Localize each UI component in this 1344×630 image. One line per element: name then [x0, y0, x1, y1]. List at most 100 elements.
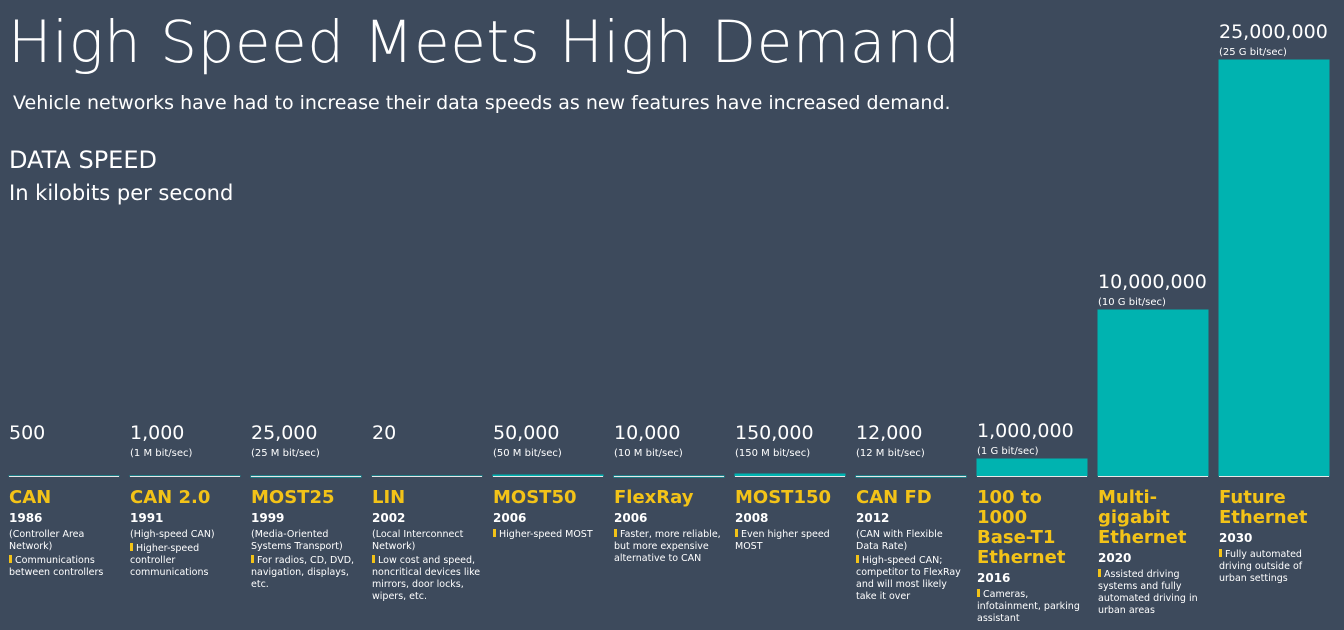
year: 2012 — [856, 511, 890, 525]
speed-note: (10 G bit/sec) — [1098, 296, 1166, 308]
text-block: Multi-gigabit Ethernet 2020 Assisted drivi… — [1098, 488, 1208, 617]
column: 500 CAN 1986 (Controller Area Network) Commu… — [9, 0, 119, 630]
description: Higher-speed MOST — [493, 529, 603, 541]
year: 2006 — [614, 511, 648, 525]
bullet — [251, 555, 254, 563]
baseline — [493, 476, 603, 477]
note: (Media-Oriented Systems Transport) — [251, 529, 343, 552]
description-text: Low cost and speed, noncritical devices … — [372, 555, 481, 602]
year: 2006 — [493, 511, 527, 525]
column: 12,000 (12 M bit/sec) CAN FD 2012 (CAN with … — [856, 0, 966, 630]
baseline — [856, 476, 966, 477]
axis-title: DATA SPEED — [9, 146, 157, 174]
description: Fully automated driving outside of urban… — [1219, 549, 1329, 585]
category-name: MOST50 — [493, 487, 577, 508]
description-text: Assisted driving systems and fully autom… — [1098, 569, 1198, 616]
speed-note: (12 M bit/sec) — [856, 448, 925, 459]
value-label: 1,000 — [130, 422, 185, 444]
column: 25,000 (25 M bit/sec) MOST25 1999 (Media-Ori… — [251, 0, 361, 630]
text-block: MOST50 2006 Higher-speed MOST — [493, 488, 603, 541]
speed-note: (150 M bit/sec) — [735, 448, 811, 459]
description-text: Even higher speed MOST — [735, 529, 830, 552]
text-block: MOST25 1999 (Media-Oriented Systems Transp… — [251, 488, 361, 591]
category-name: Multi-gigabit Ethernet — [1098, 487, 1187, 548]
category-name: CAN — [9, 487, 52, 508]
speed-note: (1 G bit/sec) — [977, 446, 1039, 458]
description-text: Communications between controllers — [9, 555, 104, 578]
baseline — [251, 476, 361, 477]
column: 1,000,000 (1 G bit/sec) 100 to 1000 Base-T… — [977, 0, 1087, 630]
column: 10,000,000 (10 G bit/sec) Multi-gigabit Et… — [1098, 0, 1208, 630]
description: Faster, more reliable, but more expensiv… — [614, 529, 724, 565]
description: Higher-speed controller communications — [130, 543, 240, 579]
chart-title: High Speed Meets High Demand — [8, 8, 961, 76]
bar — [735, 473, 845, 476]
baseline — [1098, 476, 1208, 477]
text-block: 100 to 1000 Base-T1 Ethernet 2016 Cameras,… — [977, 488, 1087, 625]
text-block: CAN 1986 (Controller Area Network) Communic… — [9, 488, 119, 579]
bullet — [614, 529, 617, 537]
bullet — [1098, 569, 1101, 577]
note: (High-speed CAN) — [130, 529, 215, 540]
description: For radios, CD, DVD, navigation, display… — [251, 555, 361, 591]
year: 1986 — [9, 511, 43, 525]
description-text: Cameras, infotainment, parking assistant — [977, 589, 1080, 624]
bullet — [130, 543, 133, 551]
speed-note: (25 M bit/sec) — [251, 448, 320, 459]
baseline — [614, 476, 724, 477]
text-block: CAN 2.0 1991 (High-speed CAN) Higher-speed … — [130, 488, 240, 579]
category-name: CAN 2.0 — [130, 487, 211, 508]
value-label: 1,000,000 — [977, 420, 1074, 443]
value-label: 20 — [372, 422, 397, 444]
description: Even higher speed MOST — [735, 529, 845, 553]
category-name: MOST150 — [735, 487, 832, 508]
year: 2030 — [1219, 531, 1253, 545]
baseline — [9, 476, 119, 477]
bullet — [735, 529, 738, 537]
text-block: LIN 2002 (Local Interconnect Network) Low c… — [372, 488, 482, 603]
description-text: High-speed CAN; competitor to FlexRay an… — [856, 555, 961, 602]
category-name: FlexRay — [614, 487, 694, 508]
text-block: Future Ethernet 2030 Fully automated drivi… — [1219, 488, 1329, 585]
bar — [1219, 60, 1329, 476]
value-label: 25,000 — [251, 422, 318, 444]
text-block: CAN FD 2012 (CAN with Flexible Data Rate) H… — [856, 488, 966, 603]
description: Low cost and speed, noncritical devices … — [372, 555, 482, 603]
description: Cameras, infotainment, parking assistant — [977, 589, 1087, 625]
category-name: MOST25 — [251, 487, 335, 508]
value-label: 50,000 — [493, 422, 560, 444]
value-label: 150,000 — [735, 422, 814, 444]
bullet — [1219, 549, 1222, 557]
column: 10,000 (10 M bit/sec) FlexRay 2006 Faster, m… — [614, 0, 724, 630]
column: 150,000 (150 M bit/sec) MOST150 2008 Even hi… — [735, 0, 845, 630]
year: 2008 — [735, 511, 769, 525]
speed-note: (10 M bit/sec) — [614, 448, 683, 459]
value-label: 12,000 — [856, 422, 923, 444]
bullet — [372, 555, 375, 563]
note: (Controller Area Network) — [9, 529, 85, 552]
baseline — [1219, 476, 1329, 477]
column: 25,000,000 (25 G bit/sec) Future Ethernet 2… — [1219, 0, 1329, 630]
speed-note: (50 M bit/sec) — [493, 448, 562, 459]
year: 2002 — [372, 511, 406, 525]
category-name: 100 to 1000 Base-T1 Ethernet — [977, 487, 1066, 568]
baseline — [372, 476, 482, 477]
text-block: FlexRay 2006 Faster, more reliable, but mo… — [614, 488, 724, 565]
value-label: 10,000 — [614, 422, 681, 444]
subtitle: Vehicle networks have had to increase th… — [13, 92, 951, 114]
description: Assisted driving systems and fully autom… — [1098, 569, 1208, 617]
description-text: Higher-speed MOST — [499, 529, 593, 540]
bullet — [493, 529, 496, 537]
category-name: LIN — [372, 487, 406, 508]
description-text: Faster, more reliable, but more expensiv… — [614, 529, 721, 564]
category-name: CAN FD — [856, 487, 932, 508]
text-block: MOST150 2008 Even higher speed MOST — [735, 488, 845, 553]
bullet — [977, 589, 980, 597]
bar — [493, 475, 603, 476]
note: (CAN with Flexible Data Rate) — [856, 529, 943, 552]
category-name: Future Ethernet — [1219, 487, 1308, 528]
description-text: Fully automated driving outside of urban… — [1219, 549, 1303, 584]
column: 20 LIN 2002 (Local Interconnect Network) Low… — [372, 0, 482, 630]
baseline — [130, 476, 240, 477]
